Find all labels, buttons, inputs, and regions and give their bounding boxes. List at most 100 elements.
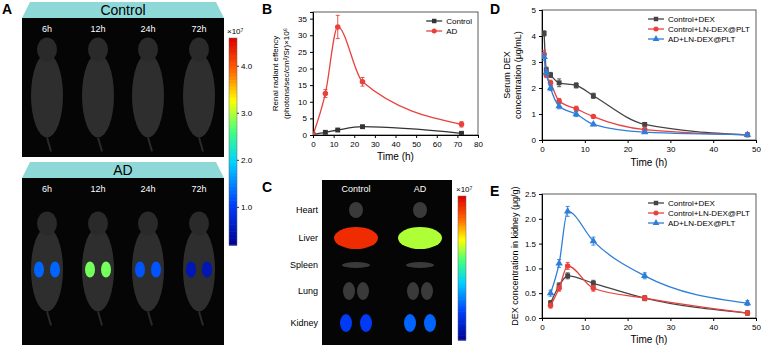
x-tick-label: 20 xyxy=(624,145,633,154)
colorbar-tick xyxy=(237,66,239,67)
y-tick-mark xyxy=(310,35,313,36)
colorbar-cell xyxy=(229,169,237,173)
colorbar-cell xyxy=(229,90,237,94)
colorbar-label: ×10⁷ xyxy=(227,27,244,36)
colorbar-cell xyxy=(229,179,237,183)
y-tick: 5 xyxy=(303,114,313,123)
x-tick: 0 xyxy=(540,140,545,154)
x-axis: 01020304050 xyxy=(540,140,761,154)
y-tick: 15 xyxy=(298,81,313,90)
x-tick-label: 50 xyxy=(412,140,421,149)
mouse-tail xyxy=(98,138,102,152)
x-tick-mark xyxy=(334,135,335,138)
x-tick-label: 70 xyxy=(453,140,462,149)
error-bar-cap xyxy=(542,50,546,51)
x-tick: 10 xyxy=(581,140,590,154)
y-tick: 2.5 xyxy=(525,190,542,199)
y-tick-label: 0.5 xyxy=(525,289,537,298)
organ-label: Kidney xyxy=(290,318,318,328)
organ xyxy=(349,202,363,218)
series-marker xyxy=(542,31,547,36)
x-tick-mark xyxy=(713,318,714,321)
series-marker xyxy=(313,132,316,135)
colorbar-cell xyxy=(229,117,237,121)
series-marker xyxy=(642,295,648,301)
legend: Control+DEXControl+LN-DEX@PLTAD+LN-DEX@P… xyxy=(648,199,750,228)
organ-label: Heart xyxy=(296,205,319,215)
x-tick: 30 xyxy=(371,135,380,149)
mouse-body xyxy=(31,54,63,138)
y-tick-mark xyxy=(539,318,542,319)
y-tick-label: 25 xyxy=(298,48,307,57)
series-marker xyxy=(543,68,550,74)
x-tick: 30 xyxy=(666,140,675,154)
colorbar-cell xyxy=(229,48,237,52)
kidney-signal xyxy=(135,262,145,278)
y-tick: 0 xyxy=(303,131,313,140)
x-tick-mark xyxy=(670,140,671,143)
organ xyxy=(342,262,370,268)
legend-swatch xyxy=(432,19,436,23)
y-tick: 0.0 xyxy=(525,314,542,323)
y-tick: 1.0 xyxy=(525,264,542,273)
x-tick-mark xyxy=(756,318,757,321)
colorbar-cell xyxy=(229,159,237,163)
error-bar xyxy=(591,93,595,98)
series-marker xyxy=(591,93,596,98)
timepoint-label: 72h xyxy=(191,24,206,34)
x-tick: 20 xyxy=(624,318,633,332)
figure: AControl6h12h24h72hAD6h12h24h72h×10⁷1.02… xyxy=(0,0,764,347)
y-tick-label: 30 xyxy=(298,31,307,40)
y-tick-mark xyxy=(539,244,542,245)
panel: AControl6h12h24h72hAD6h12h24h72h×10⁷1.02… xyxy=(2,1,253,345)
x-axis: 01020304050607080 xyxy=(311,135,483,149)
colorbar-cell xyxy=(229,41,237,45)
error-bar-cap xyxy=(323,97,327,98)
y-tick: 2.0 xyxy=(525,215,542,224)
legend-label: Control+DEX xyxy=(668,199,716,208)
error-bar-cap xyxy=(591,245,595,246)
mouse-head xyxy=(138,38,158,62)
plot-data xyxy=(313,15,464,135)
series-marker xyxy=(323,130,328,135)
x-axis-line xyxy=(314,136,479,139)
x-axis-line xyxy=(543,319,757,322)
legend-label: AD xyxy=(446,27,457,36)
mouse-head xyxy=(88,212,108,236)
series-line xyxy=(544,33,747,134)
y-tick: 0 xyxy=(532,136,542,145)
x-tick-label: 40 xyxy=(709,323,718,332)
panel: D01020304050012345Time (h)Serum DEXconce… xyxy=(490,1,761,168)
y-tick: 5 xyxy=(532,6,542,15)
x-tick: 50 xyxy=(412,135,421,149)
plot-frame xyxy=(542,10,756,140)
panel: E010203040500.00.51.01.52.02.5Time (h)DE… xyxy=(490,183,761,345)
panel-label: B xyxy=(262,1,272,17)
error-bar-cap xyxy=(591,280,595,281)
colorbar-cell xyxy=(229,83,237,87)
y-tick-label: 15 xyxy=(298,81,307,90)
y-tick-mark xyxy=(310,85,313,86)
timepoint-label: 24h xyxy=(140,184,155,194)
legend-label: Control+DEX xyxy=(668,15,716,24)
mouse-head xyxy=(88,38,108,62)
series-marker xyxy=(335,24,341,30)
y-tick-mark xyxy=(310,102,313,103)
y-tick-mark xyxy=(539,293,542,294)
colorbar: ×10⁷1.02.03.04.0 xyxy=(227,27,253,246)
error-bar-cap xyxy=(336,38,340,39)
x-tick-mark xyxy=(585,318,586,321)
y-tick-label: 5 xyxy=(303,114,308,123)
panel: B0102030405060708005101520253035Time (h)… xyxy=(262,1,483,162)
legend-label: AD+LN-DEX@PLT xyxy=(668,35,735,44)
group-title: Control xyxy=(100,2,145,18)
organ xyxy=(413,202,427,218)
y-tick-mark xyxy=(310,135,313,136)
timepoint-label: 72h xyxy=(191,184,206,194)
legend-swatch xyxy=(653,35,660,41)
panel-label: A xyxy=(2,1,12,17)
x-tick: 20 xyxy=(624,140,633,154)
colorbar-cell xyxy=(229,86,237,90)
mouse-body xyxy=(132,228,164,312)
colorbar-cell xyxy=(229,207,237,211)
